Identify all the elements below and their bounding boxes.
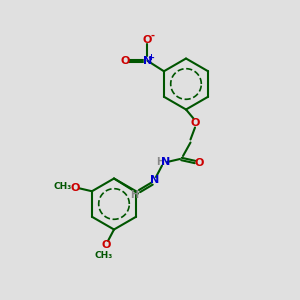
Text: -: - <box>150 31 154 41</box>
Text: O: O <box>143 35 152 45</box>
Text: +: + <box>148 53 154 62</box>
Text: O: O <box>190 118 200 128</box>
Text: O: O <box>120 56 130 66</box>
Text: N: N <box>150 175 159 185</box>
Text: CH₃: CH₃ <box>94 250 112 260</box>
Text: N: N <box>161 157 170 167</box>
Text: H: H <box>130 190 138 200</box>
Text: N: N <box>143 56 152 66</box>
Text: O: O <box>195 158 204 168</box>
Text: O: O <box>102 239 111 250</box>
Text: H: H <box>156 157 165 167</box>
Text: O: O <box>71 183 80 193</box>
Text: CH₃: CH₃ <box>54 182 72 191</box>
